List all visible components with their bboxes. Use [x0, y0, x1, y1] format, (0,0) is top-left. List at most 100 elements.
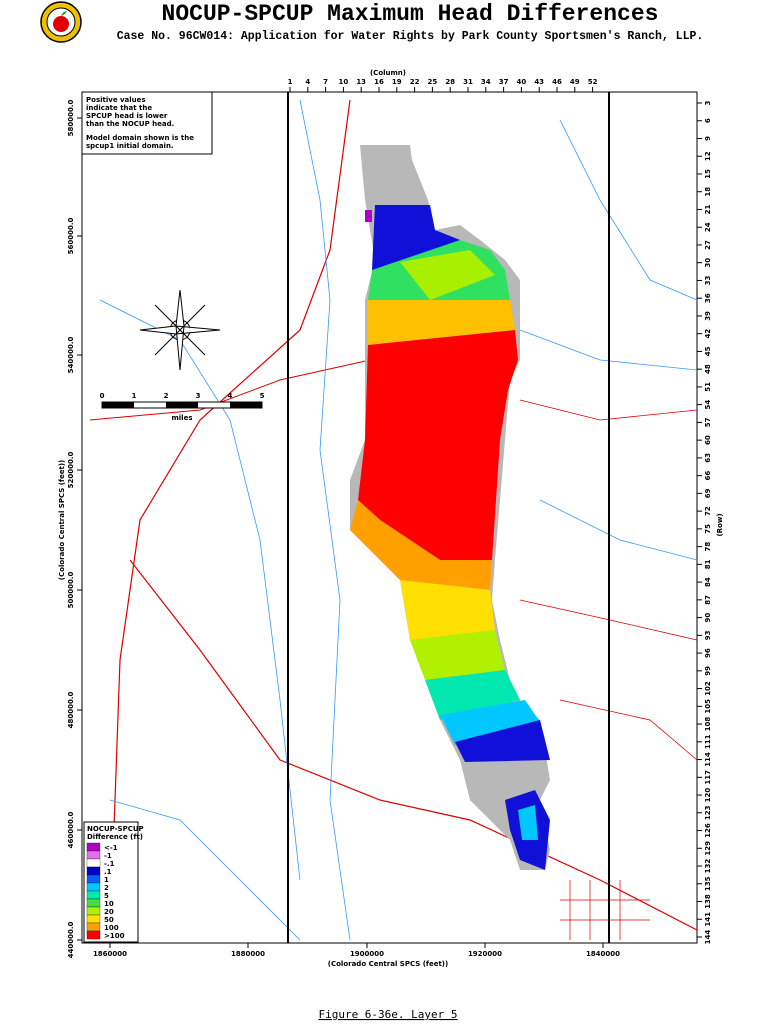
row-label: 24 — [704, 222, 712, 232]
row-label: 36 — [704, 293, 712, 303]
column-label: 34 — [481, 78, 491, 86]
column-label: 19 — [392, 78, 402, 86]
y-tick-label: 440000.0 — [67, 922, 75, 959]
column-label: 22 — [410, 78, 420, 86]
legend-swatch — [86, 890, 101, 900]
row-label: 96 — [704, 648, 712, 658]
row-label: 57 — [704, 417, 712, 427]
scale-bar: 0 1 2 3 4 5 miles — [100, 392, 265, 422]
legend-swatch — [86, 930, 101, 940]
legend-swatch — [86, 858, 101, 868]
y-tick-label: 520000.0 — [67, 452, 75, 489]
row-label: 6 — [704, 118, 712, 123]
column-label: 4 — [305, 78, 310, 86]
y-tick-label: 460000.0 — [67, 812, 75, 849]
scale-label: 2 — [164, 392, 169, 400]
column-axis-label: (Column) — [370, 69, 406, 77]
legend-label: -1 — [104, 852, 112, 860]
row-label: 66 — [704, 471, 712, 481]
base-map — [89, 99, 698, 941]
legend-label: -.1 — [104, 860, 115, 868]
row-label: 12 — [704, 151, 712, 161]
legend-swatch — [86, 874, 101, 884]
legend-swatch — [86, 906, 101, 916]
x-tick-label: 1880000 — [231, 950, 265, 958]
legend-swatch — [86, 850, 101, 860]
legend-label: 20 — [104, 908, 114, 916]
row-label: 114 — [704, 752, 712, 767]
row-label: 15 — [704, 169, 712, 179]
column-label: 25 — [428, 78, 438, 86]
note-line: SPCUP head is lower — [86, 112, 168, 120]
legend-title: NOCUP-SPCUP — [87, 825, 144, 833]
row-label: 84 — [704, 577, 712, 587]
scale-unit: miles — [171, 414, 192, 422]
legend-label: >100 — [104, 932, 125, 940]
note-line: indicate that the — [86, 104, 152, 112]
axes: (Column)1 4 7 10 13 16 19 22 25 28 31 34 37 40 43 46 49 5… — [58, 69, 724, 968]
row-label: 33 — [704, 275, 712, 285]
row-label: 120 — [704, 788, 712, 803]
row-label: 126 — [704, 823, 712, 838]
legend-swatch — [86, 914, 101, 924]
column-label: 49 — [570, 78, 580, 86]
column-label: 37 — [499, 78, 509, 86]
legend-label: 5 — [104, 892, 109, 900]
subtitle: Case No. 96CW014: Application for Water … — [117, 30, 704, 43]
row-label: 108 — [704, 717, 712, 732]
note-line: Positive values — [86, 96, 146, 104]
scale-label: 4 — [228, 392, 233, 400]
row-label: 9 — [704, 136, 712, 141]
y-tick-label: 580000.0 — [67, 100, 75, 137]
row-label: 3 — [704, 100, 712, 105]
row-label: 60 — [704, 435, 712, 445]
x-tick-label: 1860000 — [93, 950, 127, 958]
column-label: 13 — [356, 78, 366, 86]
notes-box — [81, 91, 213, 155]
title: NOCUP-SPCUP Maximum Head Differences — [162, 1, 659, 27]
row-label: 42 — [704, 329, 712, 339]
row-label: 30 — [704, 258, 712, 268]
row-label: 69 — [704, 488, 712, 498]
row-label: 132 — [704, 859, 712, 874]
row-label: 138 — [704, 894, 712, 909]
x-tick-label: 1900000 — [350, 950, 384, 958]
compass — [139, 289, 221, 371]
column-label: 7 — [323, 78, 328, 86]
column-label: 1 — [288, 78, 293, 86]
scale-label: 0 — [100, 392, 105, 400]
column-label: 28 — [445, 78, 455, 86]
row-label: 48 — [704, 364, 712, 374]
y-axis-label: (Colorado Central SPCS (feet)) — [58, 460, 66, 580]
column-label: 46 — [552, 78, 562, 86]
legend-label: 1 — [104, 876, 109, 884]
note-line: than the NOCUP head. — [86, 120, 174, 128]
x-tick-label: 1920000 — [468, 950, 502, 958]
row-label: 75 — [704, 524, 712, 534]
row-label: 63 — [704, 453, 712, 463]
legend-swatch — [86, 898, 101, 908]
legend-swatch — [86, 882, 101, 892]
row-label: 105 — [704, 699, 712, 714]
row-label: 87 — [704, 595, 712, 605]
legend-label: <-1 — [104, 844, 118, 852]
note-line: spcup1 initial domain. — [86, 142, 174, 150]
caption: Figure 6-36e. Layer 5 — [318, 1008, 457, 1021]
column-label: 31 — [463, 78, 473, 86]
legend-label: 50 — [104, 916, 114, 924]
scale-label: 3 — [196, 392, 201, 400]
row-label: 81 — [704, 559, 712, 569]
row-label: 117 — [704, 770, 712, 785]
scale-label: 1 — [132, 392, 137, 400]
legend-label: 10 — [104, 900, 114, 908]
row-label: 72 — [704, 506, 712, 516]
row-label: 123 — [704, 805, 712, 820]
row-label: 99 — [704, 666, 712, 676]
y-tick-label: 560000.0 — [67, 218, 75, 255]
column-label: 40 — [517, 78, 527, 86]
row-label: 54 — [704, 400, 712, 410]
column-label: 43 — [534, 78, 544, 86]
